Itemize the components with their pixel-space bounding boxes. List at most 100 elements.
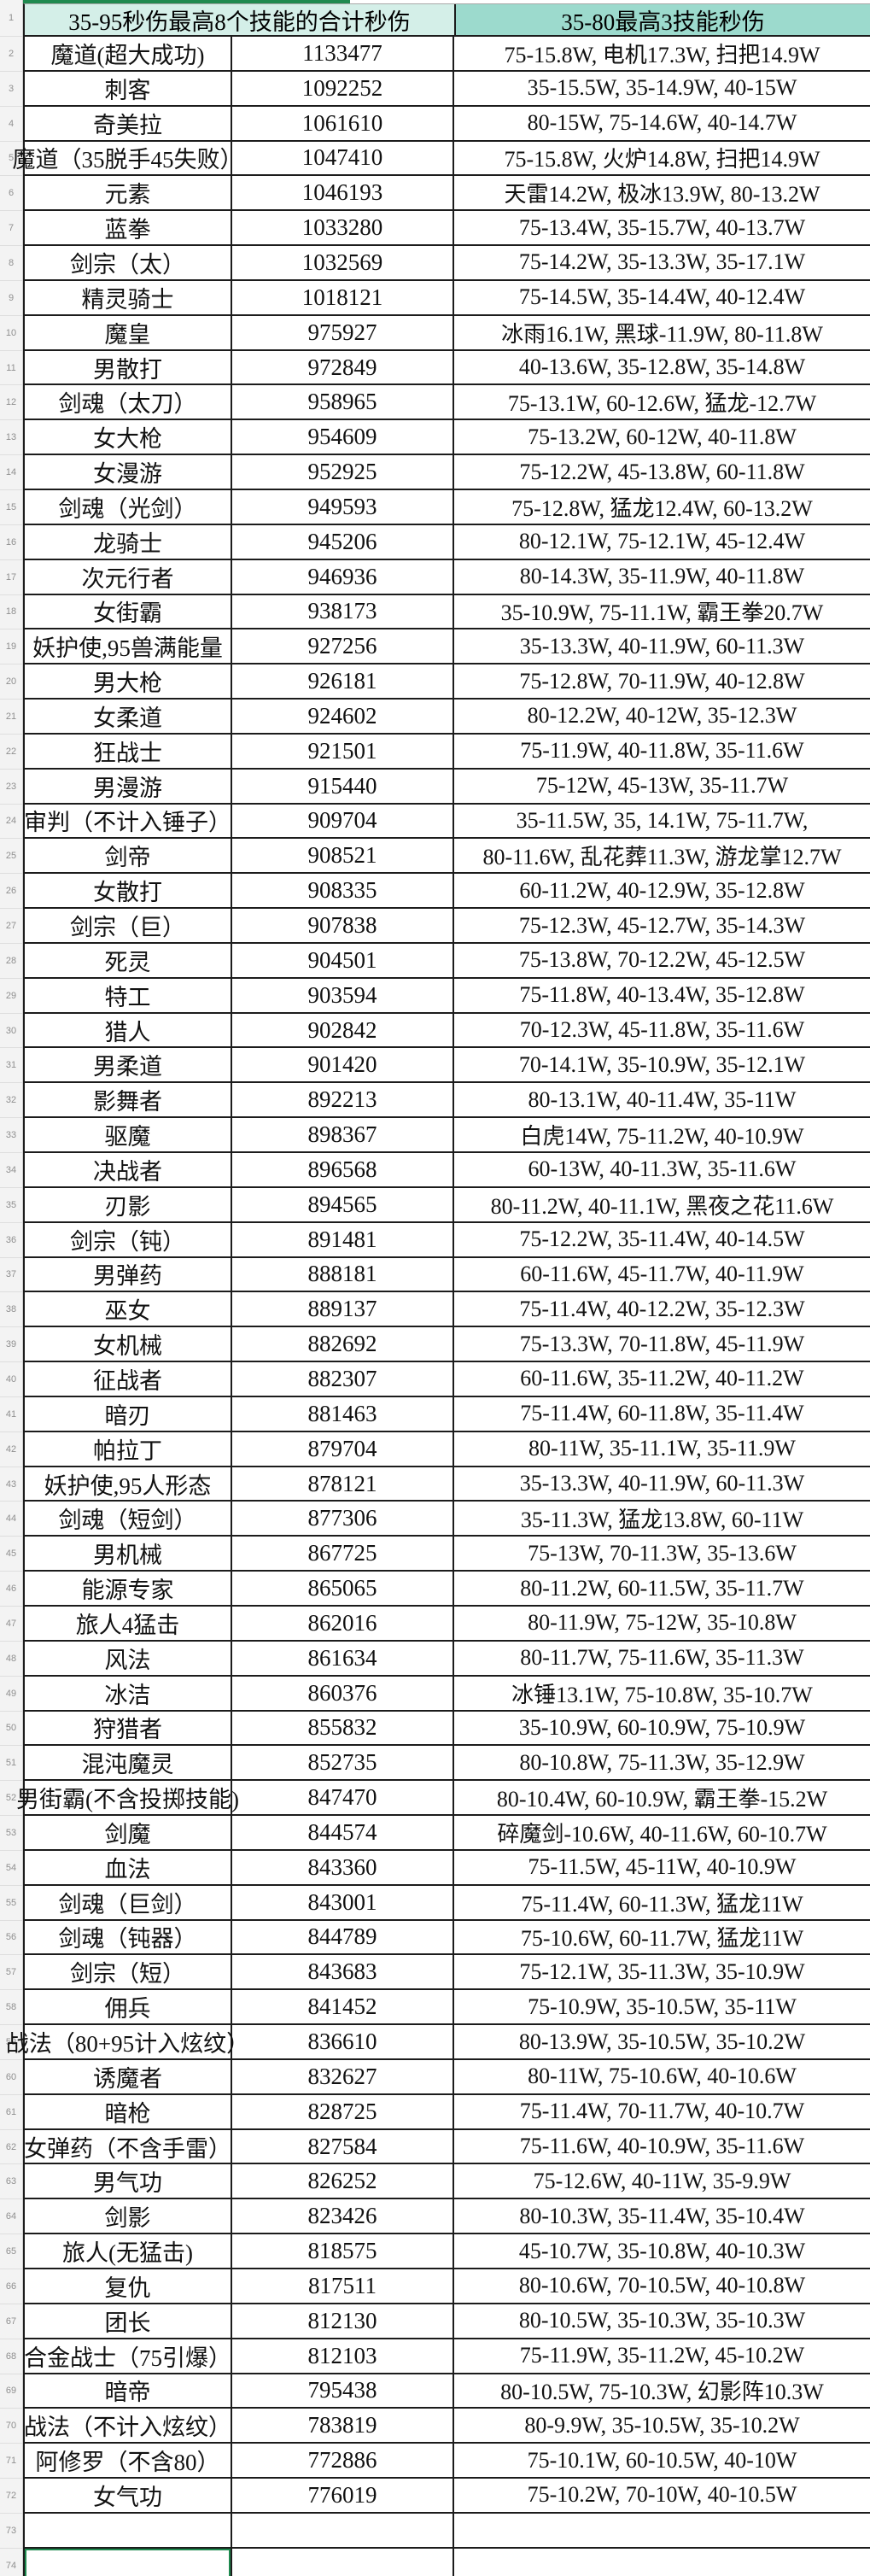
top-skills-cell[interactable]: 75-12.6W, 40-11W, 35-9.9W — [533, 2168, 791, 2193]
top-skills-cell[interactable]: 35-11.5W, 35, 14.1W, 75-11.7W, — [516, 807, 809, 833]
class-name-cell[interactable]: 死灵 — [25, 943, 232, 977]
top-skills-cell[interactable]: 80-12.1W, 75-12.1W, 45-12.4W — [518, 529, 806, 554]
row-number[interactable]: 5 — [0, 142, 22, 177]
class-name-cell[interactable]: 妖护使,95兽满能量 — [25, 629, 232, 664]
row-number[interactable]: 40 — [0, 1362, 22, 1397]
row-number[interactable]: 60 — [0, 2060, 22, 2095]
class-name-cell[interactable]: 剑帝 — [25, 839, 232, 873]
top-skills-cell[interactable]: 80-10.3W, 35-11.4W, 35-10.4W — [519, 2203, 805, 2228]
total-dps-cell[interactable]: 817511 — [232, 2269, 454, 2303]
row-number[interactable]: 43 — [0, 1467, 22, 1502]
row-number[interactable]: 6 — [0, 176, 22, 212]
top-skills-cell[interactable]: 35-11.3W, 猛龙13.8W, 60-11W — [520, 1508, 804, 1533]
row-number[interactable]: 50 — [0, 1712, 22, 1747]
top-skills-cell[interactable]: 80-13.9W, 35-10.5W, 35-10.2W — [518, 2029, 806, 2054]
row-number[interactable]: 39 — [0, 1327, 22, 1363]
total-dps-cell[interactable]: 921501 — [232, 734, 454, 768]
row-number[interactable]: 16 — [0, 525, 22, 560]
class-name-cell[interactable]: 决战者 — [25, 1153, 232, 1186]
top-skills-cell[interactable] — [454, 2549, 870, 2576]
class-name-cell[interactable]: 男大枪 — [25, 664, 232, 699]
class-name-cell[interactable]: 暗枪 — [25, 2094, 232, 2128]
top-skills-cell[interactable]: 75-12.1W, 35-11.3W, 35-10.9W — [519, 1958, 805, 1984]
top-skills-cell[interactable]: 白虎14W, 75-11.2W, 40-10.9W — [520, 1124, 804, 1150]
total-dps-cell[interactable]: 843360 — [232, 1850, 454, 1884]
total-dps-cell[interactable]: 828725 — [232, 2094, 454, 2128]
top-skills-cell[interactable]: 75-10.2W, 70-10W, 40-10.5W — [527, 2482, 797, 2508]
total-dps-cell[interactable]: 896568 — [232, 1153, 454, 1186]
total-dps-cell[interactable]: 776019 — [232, 2479, 454, 2512]
total-dps-cell[interactable]: 827584 — [232, 2129, 454, 2163]
total-dps-cell[interactable]: 909704 — [232, 804, 454, 838]
top-skills-cell[interactable]: 75-13.3W, 70-11.8W, 45-11.9W — [519, 1331, 805, 1356]
top-skills-cell[interactable]: 75-13.2W, 60-12W, 40-11.8W — [528, 424, 797, 449]
class-name-cell[interactable]: 剑魂（太刀） — [25, 385, 232, 419]
top-skills-cell[interactable]: 80-11.7W, 75-11.6W, 35-11.3W — [520, 1645, 804, 1671]
total-dps-cell[interactable]: 772886 — [232, 2444, 454, 2478]
row-number[interactable]: 65 — [0, 2234, 22, 2269]
class-name-cell[interactable]: 剑魔 — [25, 1816, 232, 1849]
row-number[interactable]: 19 — [0, 629, 22, 665]
class-name-cell[interactable]: 魔皇 — [25, 315, 232, 349]
row-number[interactable]: 32 — [0, 1083, 22, 1119]
total-dps-cell[interactable]: 841452 — [232, 1990, 454, 2024]
top-skills-cell[interactable]: 80-10.4W, 60-10.9W, 霸王拳-15.2W — [496, 1787, 828, 1812]
row-number[interactable]: 38 — [0, 1292, 22, 1328]
total-dps-cell[interactable]: 927256 — [232, 629, 454, 664]
top-skills-cell[interactable]: 75-12.2W, 45-13.8W, 60-11.8W — [519, 459, 805, 484]
class-name-cell[interactable]: 猎人 — [25, 1013, 232, 1047]
class-name-cell[interactable]: 能源专家 — [25, 1572, 232, 1605]
class-name-cell[interactable]: 巫女 — [25, 1292, 232, 1326]
row-number[interactable]: 22 — [0, 735, 22, 770]
class-name-cell[interactable]: 女大枪 — [25, 420, 232, 454]
total-dps-cell[interactable] — [232, 2513, 454, 2547]
row-number[interactable]: 9 — [0, 281, 22, 316]
total-dps-cell[interactable]: 949593 — [232, 489, 454, 524]
top-skills-cell[interactable]: 75-14.2W, 35-13.3W, 35-17.1W — [518, 249, 806, 275]
row-number[interactable]: 54 — [0, 1851, 22, 1886]
total-dps-cell[interactable]: 889137 — [232, 1292, 454, 1326]
top-skills-cell[interactable]: 75-15.8W, 火炉14.8W, 扫把14.9W — [504, 147, 820, 173]
total-dps-cell[interactable]: 812130 — [232, 2304, 454, 2338]
class-name-cell[interactable]: 剑魂（光剑） — [25, 489, 232, 524]
class-name-cell[interactable]: 男漫游 — [25, 769, 232, 803]
total-dps-cell[interactable]: 894565 — [232, 1187, 454, 1221]
class-name-cell[interactable] — [25, 2513, 232, 2547]
row-number[interactable]: 59 — [0, 2025, 22, 2060]
total-dps-cell[interactable]: 812103 — [232, 2339, 454, 2373]
total-dps-cell[interactable]: 881463 — [232, 1396, 454, 1431]
row-number[interactable]: 21 — [0, 700, 22, 735]
row-number[interactable]: 2 — [0, 37, 22, 72]
total-dps-cell[interactable]: 882307 — [232, 1362, 454, 1396]
top-skills-cell[interactable]: 75-14.5W, 35-14.4W, 40-12.4W — [518, 284, 806, 310]
class-name-cell[interactable]: 驱魔 — [25, 1118, 232, 1151]
row-number[interactable]: 63 — [0, 2164, 22, 2200]
row-number[interactable]: 72 — [0, 2479, 22, 2514]
row-number[interactable]: 31 — [0, 1048, 22, 1084]
row-number[interactable]: 1 — [0, 0, 22, 37]
total-dps-cell[interactable]: 915440 — [232, 769, 454, 803]
total-dps-cell[interactable]: 901420 — [232, 1048, 454, 1082]
class-name-cell[interactable]: 女柔道 — [25, 700, 232, 733]
top-skills-cell[interactable]: 75-12W, 45-13W, 35-11.7W — [535, 773, 789, 799]
total-dps-cell[interactable]: 898367 — [232, 1118, 454, 1151]
top-skills-cell[interactable]: 80-11W, 35-11.1W, 35-11.9W — [528, 1436, 796, 1461]
total-dps-cell[interactable]: 1032569 — [232, 246, 454, 279]
row-number[interactable]: 73 — [0, 2514, 22, 2549]
top-skills-cell[interactable]: 冰雨16.1W, 黑球-11.9W, 80-11.8W — [501, 321, 823, 347]
total-dps-cell[interactable]: 891481 — [232, 1222, 454, 1256]
top-skills-cell[interactable]: 80-12.2W, 40-12W, 35-12.3W — [527, 703, 797, 729]
class-name-cell[interactable]: 魔道(超大成功) — [25, 37, 232, 70]
total-dps-cell[interactable]: 882692 — [232, 1327, 454, 1361]
row-number[interactable]: 26 — [0, 874, 22, 910]
top-skills-cell[interactable]: 75-11.5W, 45-11W, 40-10.9W — [528, 1854, 797, 1880]
row-number[interactable]: 28 — [0, 944, 22, 979]
top-skills-cell[interactable]: 60-13W, 40-11.3W, 35-11.6W — [528, 1156, 797, 1182]
top-skills-cell[interactable]: 80-11W, 75-10.6W, 40-10.6W — [528, 2064, 797, 2089]
top-skills-cell[interactable] — [454, 2514, 870, 2547]
top-skills-cell[interactable]: 80-10.5W, 35-10.3W, 35-10.3W — [518, 2308, 806, 2333]
row-number[interactable]: 68 — [0, 2339, 22, 2374]
top-skills-cell[interactable]: 75-11.4W, 70-11.7W, 40-10.7W — [519, 2099, 805, 2124]
row-number[interactable]: 15 — [0, 490, 22, 525]
total-dps-cell[interactable]: 865065 — [232, 1572, 454, 1605]
